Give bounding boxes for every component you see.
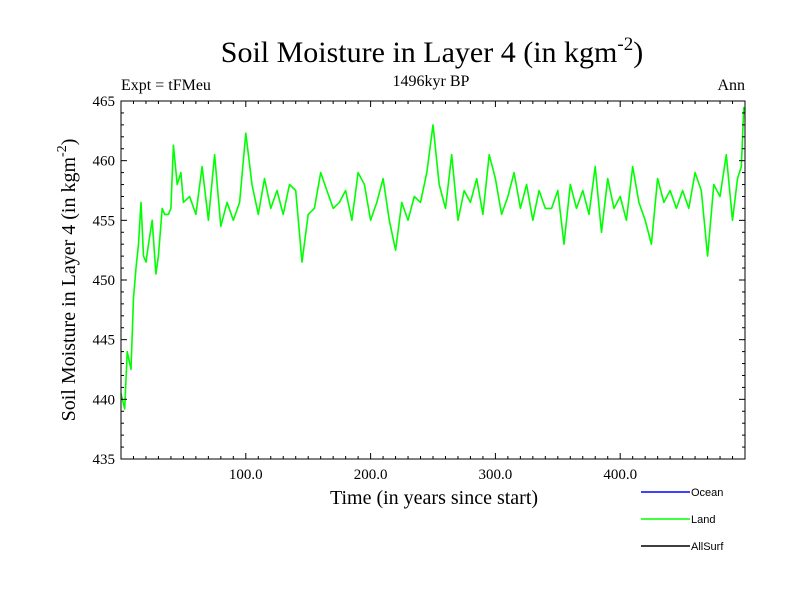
chart-subtitle: 1496kyr BP	[393, 73, 470, 90]
legend-label-land: Land	[691, 514, 715, 526]
y-tick-label: 450	[93, 273, 116, 289]
legend-label-allsurf: AllSurf	[691, 541, 724, 553]
chart-title: Soil Moisture in Layer 4 (in kgm-2)	[221, 34, 643, 69]
x-axis-label: Time (in years since start)	[330, 487, 538, 509]
y-axis-label: Soil Moisture in Layer 4 (in kgm-2)	[55, 139, 80, 422]
y-tick-label: 445	[93, 333, 116, 349]
x-tick-label: 300.0	[479, 467, 513, 483]
legend-label-ocean: Ocean	[691, 487, 723, 499]
series-line-land	[120, 106, 745, 410]
x-tick-label: 400.0	[603, 467, 637, 483]
plot-area: 435 440 445 450 455 460 465 100.0 200.0 300.0 400.…	[93, 94, 746, 483]
x-tick-label: 200.0	[354, 467, 388, 483]
season-label: Ann	[717, 77, 745, 94]
experiment-label: Expt = tFMeu	[121, 77, 211, 94]
y-tick-label: 465	[93, 94, 116, 110]
y-tick-label: 460	[93, 154, 116, 170]
legend: Ocean Land AllSurf	[641, 487, 724, 553]
y-tick-label: 435	[93, 452, 116, 468]
x-tick-label: 100.0	[229, 467, 263, 483]
y-tick-label: 455	[93, 213, 116, 229]
y-tick-label: 440	[93, 392, 116, 408]
